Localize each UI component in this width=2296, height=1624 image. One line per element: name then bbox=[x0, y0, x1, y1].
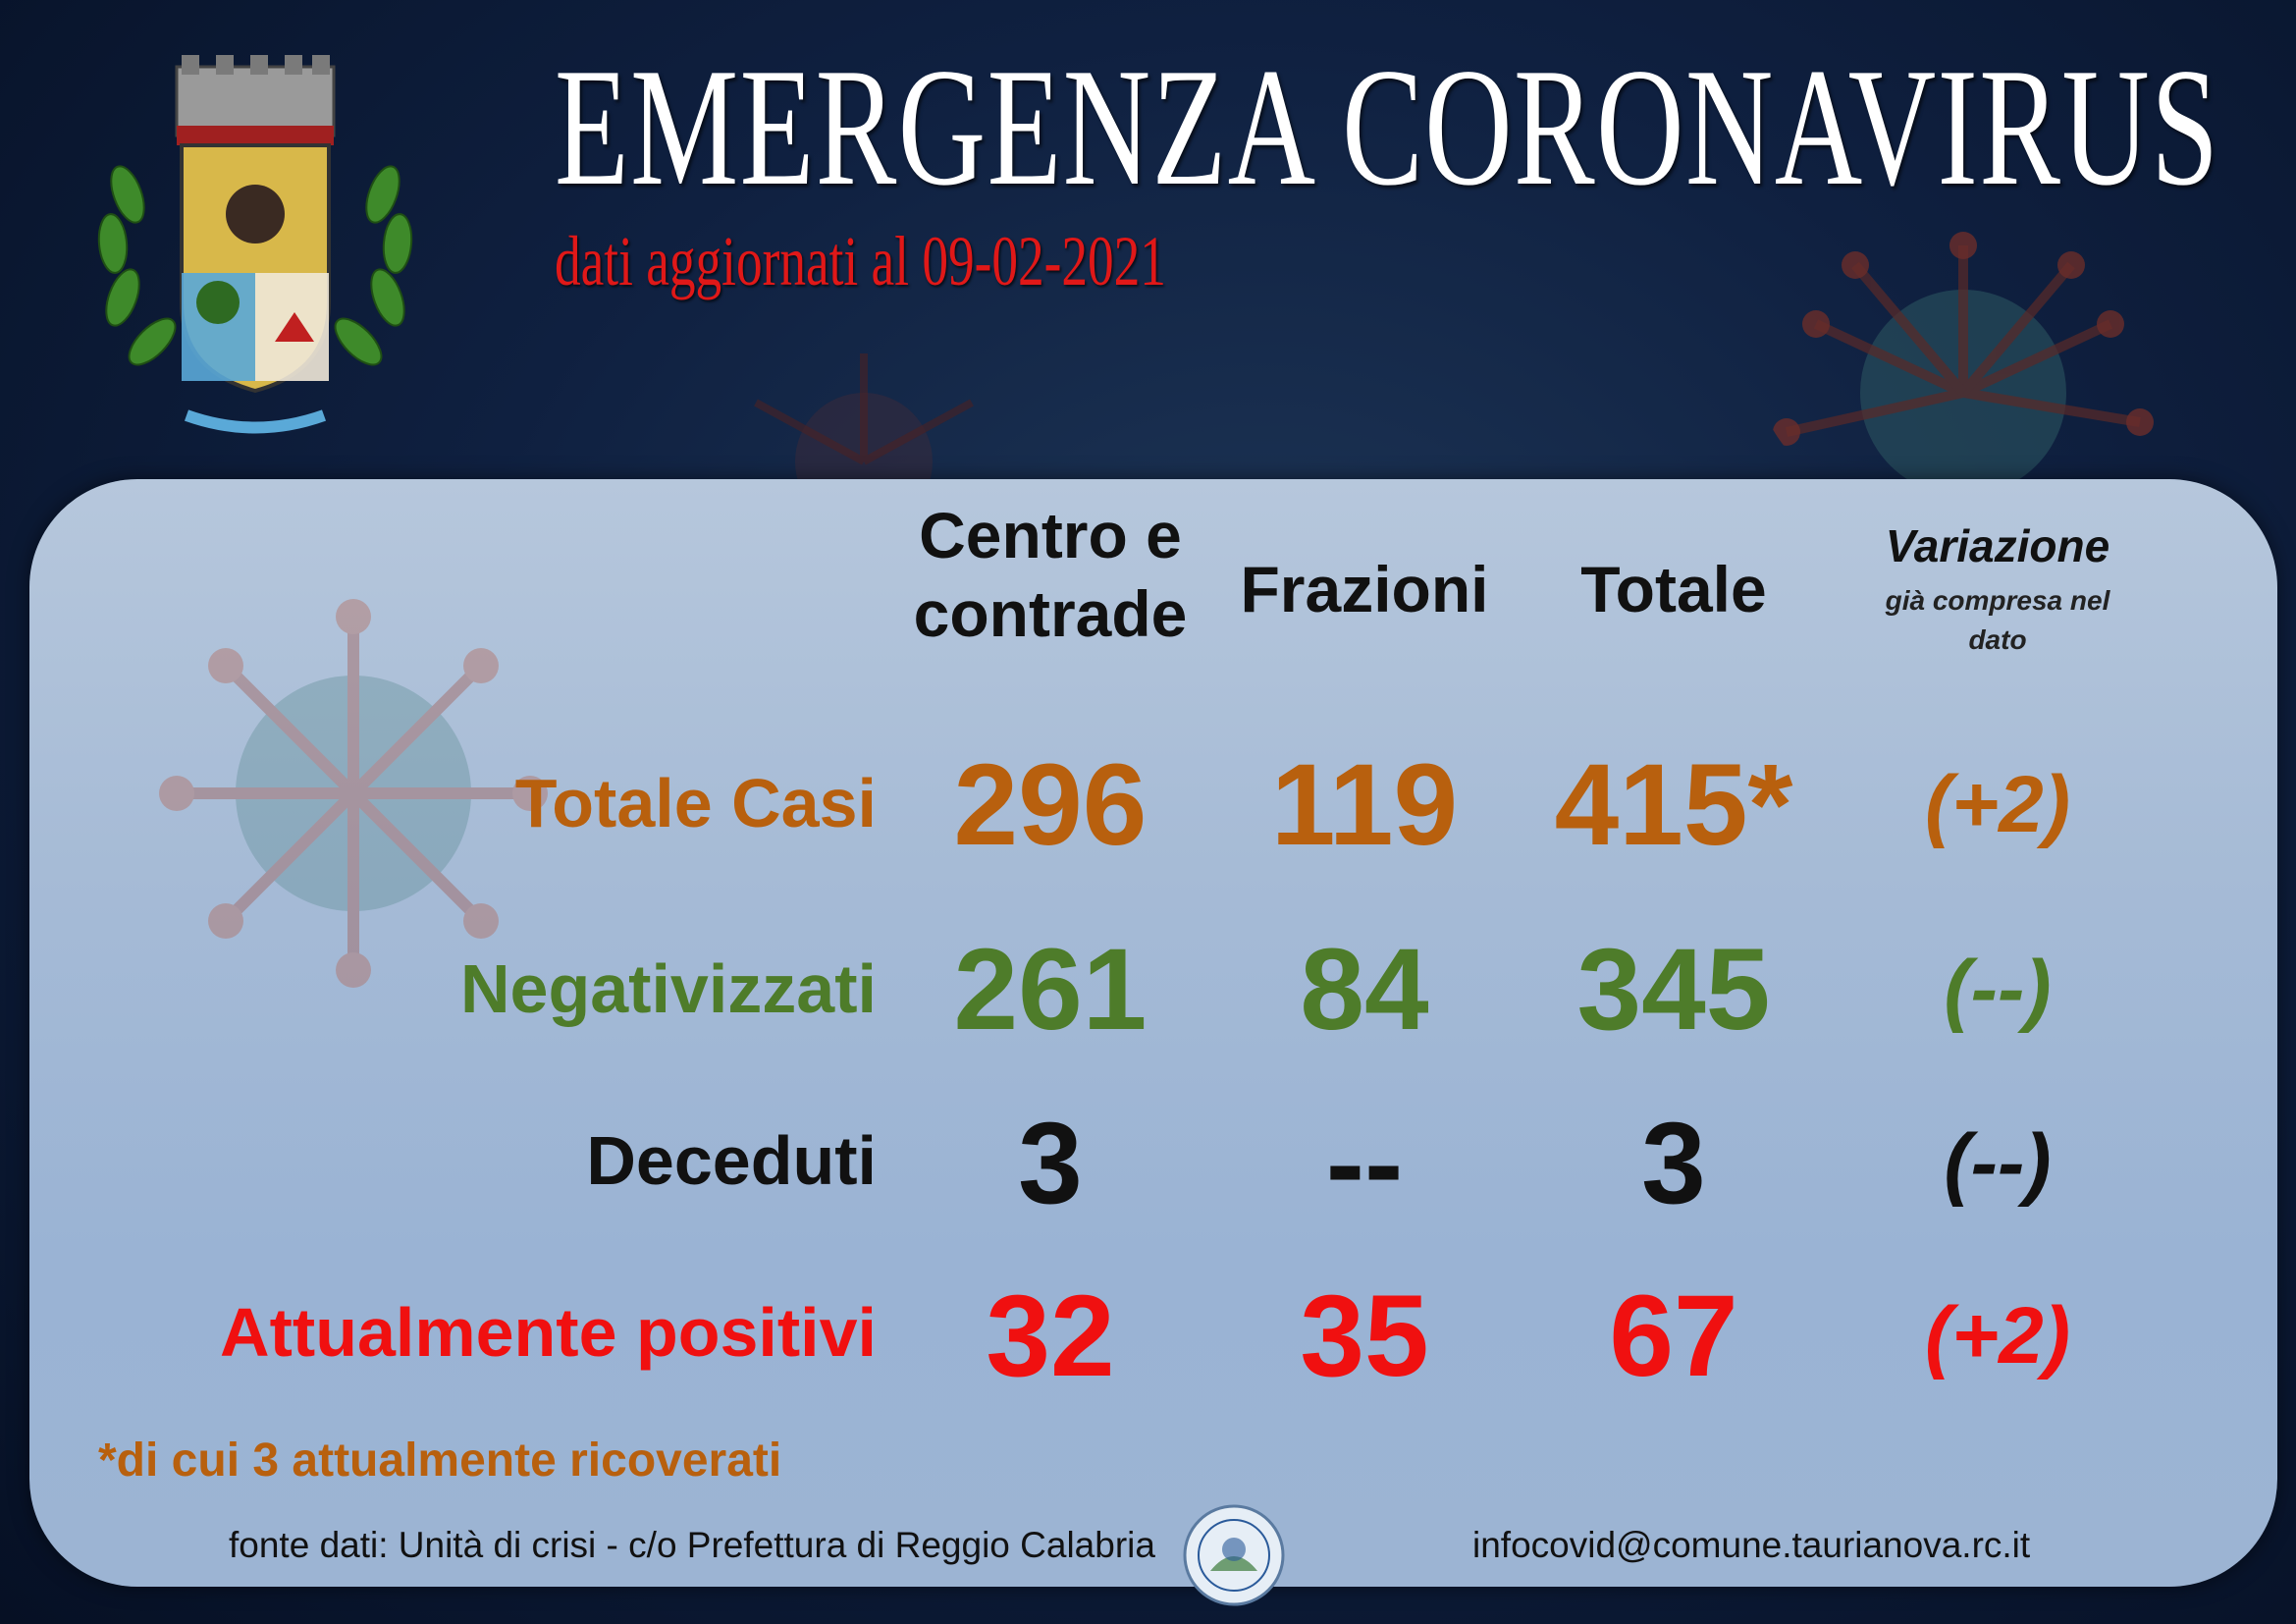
variazione-note-line2: dato bbox=[1968, 624, 2027, 655]
row-label-attualmente-positivi: Attualmente positivi bbox=[220, 1294, 877, 1371]
page-title: EMERGENZA CORONAVIRUS bbox=[555, 34, 2220, 221]
update-date: dati aggiornati al 09-02-2021 bbox=[555, 222, 1166, 300]
column-header-totale: Totale bbox=[1580, 553, 1767, 625]
data-source: fonte dati: Unità di crisi - c/o Prefett… bbox=[229, 1525, 1155, 1565]
cell-negativizzati-variazione: (--) bbox=[1944, 945, 2052, 1034]
cell-negativizzati-centro: 261 bbox=[953, 925, 1148, 1055]
column-header-centro-line2: contrade bbox=[913, 577, 1188, 650]
coat-of-arms-icon bbox=[97, 55, 413, 434]
prefettura-seal-icon bbox=[1183, 1504, 1285, 1606]
cell-deceduti-centro: 3 bbox=[1018, 1099, 1083, 1228]
virus-watermark bbox=[159, 599, 548, 988]
cell-attualmente-positivi-centro: 32 bbox=[986, 1272, 1115, 1401]
cell-totale-casi-totale: 415* bbox=[1554, 740, 1793, 870]
row-label-negativizzati: Negativizzati bbox=[460, 950, 877, 1027]
cell-deceduti-frazioni: -- bbox=[1325, 1099, 1404, 1228]
cell-totale-casi-frazioni: 119 bbox=[1270, 740, 1459, 870]
cell-attualmente-positivi-frazioni: 35 bbox=[1300, 1272, 1429, 1401]
cell-attualmente-positivi-totale: 67 bbox=[1609, 1272, 1738, 1401]
row-label-totale-casi: Totale Casi bbox=[514, 765, 877, 841]
column-header-frazioni: Frazioni bbox=[1240, 553, 1489, 625]
cell-deceduti-totale: 3 bbox=[1641, 1099, 1706, 1228]
stats-panel bbox=[29, 479, 2277, 1587]
cell-negativizzati-frazioni: 84 bbox=[1300, 925, 1429, 1055]
column-header-centro-line1: Centro e bbox=[919, 499, 1182, 571]
cell-totale-casi-centro: 296 bbox=[953, 740, 1148, 870]
variazione-note-line1: già compresa nel bbox=[1885, 585, 2110, 616]
cell-totale-casi-variazione: (+2) bbox=[1924, 760, 2071, 849]
cell-attualmente-positivi-variazione: (+2) bbox=[1924, 1291, 2071, 1380]
column-header-centro: Centro e contrade bbox=[864, 496, 1237, 653]
column-header-variazione-note: già compresa nel dato bbox=[1845, 581, 2150, 660]
row-label-deceduti: Deceduti bbox=[586, 1122, 877, 1199]
contact-email: infocovid@comune.taurianova.rc.it bbox=[1472, 1525, 2031, 1565]
cell-negativizzati-totale: 345 bbox=[1576, 925, 1771, 1055]
footnote-ricoverati: *di cui 3 attualmente ricoverati bbox=[98, 1435, 782, 1487]
cell-deceduti-variazione: (--) bbox=[1944, 1118, 2052, 1208]
column-header-variazione: Variazione bbox=[1885, 520, 2110, 571]
virus-illustration-right bbox=[1773, 232, 2154, 496]
